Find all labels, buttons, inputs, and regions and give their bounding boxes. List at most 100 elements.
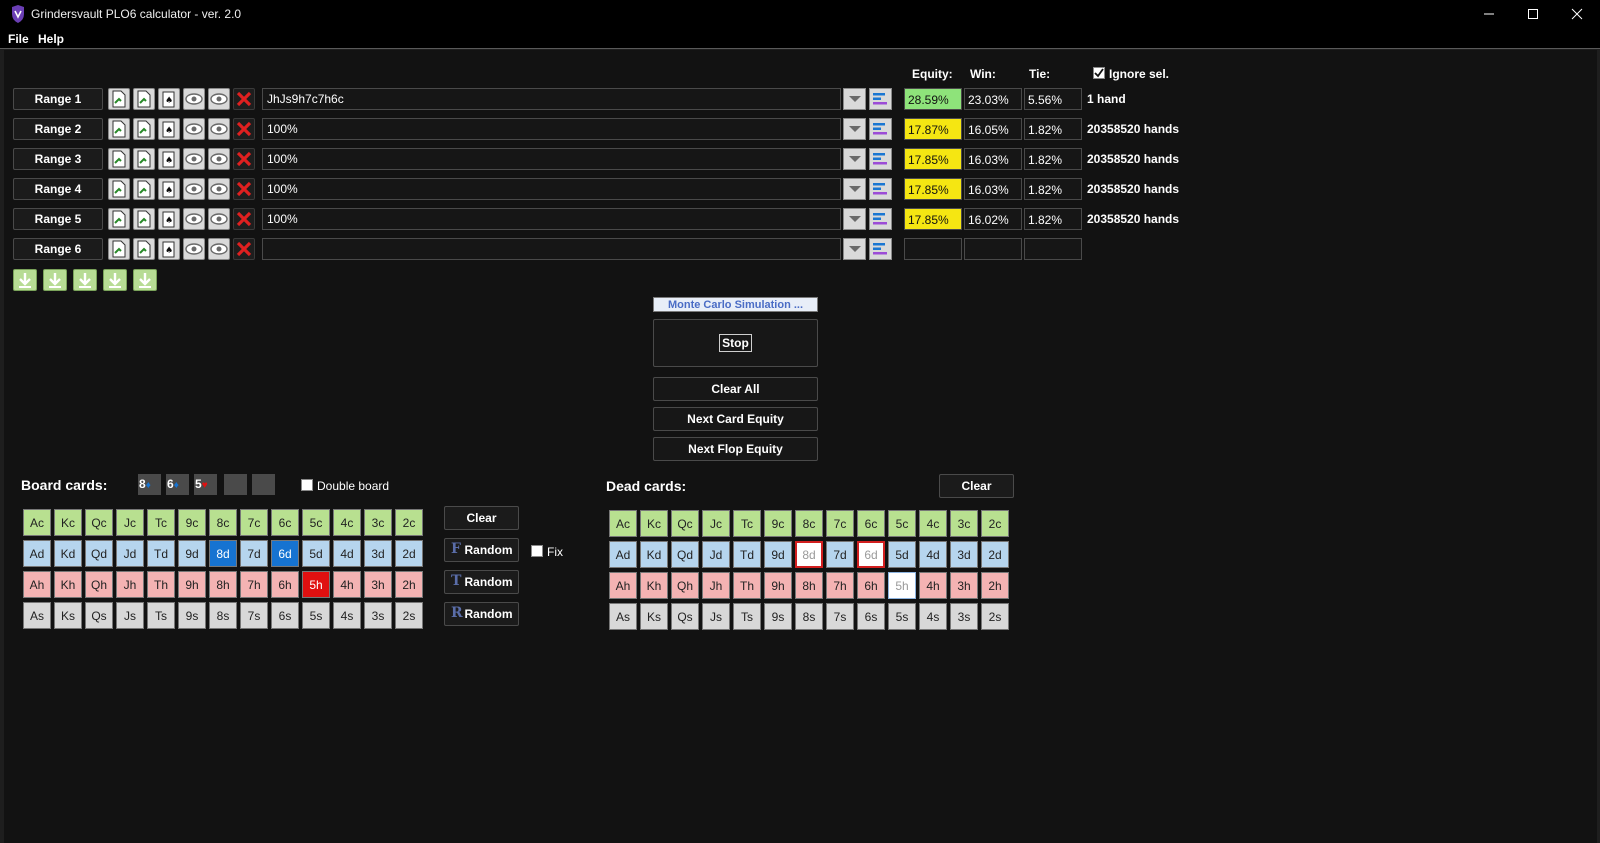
board-card-7s[interactable]: 7s <box>240 602 268 629</box>
dead-card-3s[interactable]: 3s <box>950 603 978 630</box>
view-range-icon[interactable] <box>183 148 205 170</box>
board-card-9d[interactable]: 9d <box>178 540 206 567</box>
dead-card-Ac[interactable]: Ac <box>609 510 637 537</box>
dead-card-2c[interactable]: 2c <box>981 510 1009 537</box>
dead-card-Ad[interactable]: Ad <box>609 541 637 568</box>
board-clear-button[interactable]: Clear <box>444 506 519 530</box>
board-card-9s[interactable]: 9s <box>178 602 206 629</box>
dead-card-5s[interactable]: 5s <box>888 603 916 630</box>
board-card-6h[interactable]: 6h <box>271 571 299 598</box>
delete-range-icon[interactable] <box>233 238 255 260</box>
view-range-icon[interactable] <box>183 88 205 110</box>
stop-button[interactable]: Stop <box>653 319 818 367</box>
next-card-equity-button[interactable]: Next Card Equity <box>653 407 818 431</box>
board-card-5c[interactable]: 5c <box>302 509 330 536</box>
dead-card-Js[interactable]: Js <box>702 603 730 630</box>
menu-help[interactable]: Help <box>38 32 65 46</box>
dead-card-3d[interactable]: 3d <box>950 541 978 568</box>
dead-card-Jc[interactable]: Jc <box>702 510 730 537</box>
double-board-checkbox[interactable] <box>301 479 313 491</box>
dead-card-6d[interactable]: 6d <box>857 541 885 568</box>
range-3-button[interactable]: Range 3 <box>13 148 103 170</box>
view-range-icon[interactable] <box>183 178 205 200</box>
close-window-button[interactable] <box>1555 0 1599 28</box>
dead-card-Ts[interactable]: Ts <box>733 603 761 630</box>
view-range-icon[interactable] <box>183 238 205 260</box>
delete-range-icon[interactable] <box>233 88 255 110</box>
view-board-icon[interactable] <box>208 208 230 230</box>
view-board-icon[interactable] <box>208 238 230 260</box>
dead-card-As[interactable]: As <box>609 603 637 630</box>
board-card-8d[interactable]: 8d <box>209 540 237 567</box>
dead-card-4h[interactable]: 4h <box>919 572 947 599</box>
board-card-Jc[interactable]: Jc <box>116 509 144 536</box>
dead-card-3h[interactable]: 3h <box>950 572 978 599</box>
range-6-button[interactable]: Range 6 <box>13 238 103 260</box>
random-turn-button[interactable]: T Random <box>444 570 519 594</box>
delete-range-icon[interactable] <box>233 208 255 230</box>
board-card-Kd[interactable]: Kd <box>54 540 82 567</box>
range-4-input[interactable]: 100% <box>262 178 841 200</box>
board-slot-empty[interactable] <box>252 474 275 495</box>
dead-card-Ah[interactable]: Ah <box>609 572 637 599</box>
save-range-icon[interactable] <box>133 178 155 200</box>
board-card-6c[interactable]: 6c <box>271 509 299 536</box>
range-stats-icon[interactable] <box>869 118 892 140</box>
view-board-icon[interactable] <box>208 148 230 170</box>
board-card-2[interactable]: 6♦ <box>166 474 189 495</box>
import-range-button[interactable] <box>133 269 157 291</box>
dead-card-8d[interactable]: 8d <box>795 541 823 568</box>
card-range-icon[interactable]: ♠ <box>158 178 180 200</box>
dead-card-8c[interactable]: 8c <box>795 510 823 537</box>
card-range-icon[interactable]: ♠ <box>158 208 180 230</box>
dead-card-2s[interactable]: 2s <box>981 603 1009 630</box>
board-card-6d[interactable]: 6d <box>271 540 299 567</box>
card-range-icon[interactable]: ♠ <box>158 88 180 110</box>
board-card-3s[interactable]: 3s <box>364 602 392 629</box>
dead-card-7s[interactable]: 7s <box>826 603 854 630</box>
dead-card-Ks[interactable]: Ks <box>640 603 668 630</box>
board-card-4c[interactable]: 4c <box>333 509 361 536</box>
import-range-button[interactable] <box>73 269 97 291</box>
board-card-8s[interactable]: 8s <box>209 602 237 629</box>
range-1-input[interactable]: JhJs9h7c7h6c <box>262 88 841 110</box>
menu-file[interactable]: File <box>8 32 29 46</box>
board-card-As[interactable]: As <box>23 602 51 629</box>
load-range-icon[interactable] <box>108 148 130 170</box>
board-card-Ts[interactable]: Ts <box>147 602 175 629</box>
board-card-3d[interactable]: 3d <box>364 540 392 567</box>
dead-card-4d[interactable]: 4d <box>919 541 947 568</box>
range-5-button[interactable]: Range 5 <box>13 208 103 230</box>
save-range-icon[interactable] <box>133 238 155 260</box>
board-card-5d[interactable]: 5d <box>302 540 330 567</box>
delete-range-icon[interactable] <box>233 148 255 170</box>
dead-card-Jh[interactable]: Jh <box>702 572 730 599</box>
dead-card-6c[interactable]: 6c <box>857 510 885 537</box>
board-card-Th[interactable]: Th <box>147 571 175 598</box>
board-card-3[interactable]: 5♥ <box>194 474 217 495</box>
board-card-4s[interactable]: 4s <box>333 602 361 629</box>
view-board-icon[interactable] <box>208 178 230 200</box>
board-card-3c[interactable]: 3c <box>364 509 392 536</box>
board-card-Ac[interactable]: Ac <box>23 509 51 536</box>
board-card-5h[interactable]: 5h <box>302 571 330 598</box>
dead-card-Kd[interactable]: Kd <box>640 541 668 568</box>
board-card-8c[interactable]: 8c <box>209 509 237 536</box>
board-card-7h[interactable]: 7h <box>240 571 268 598</box>
ignore-sel-checkbox[interactable] <box>1093 67 1105 79</box>
dead-card-9s[interactable]: 9s <box>764 603 792 630</box>
dead-card-8s[interactable]: 8s <box>795 603 823 630</box>
load-range-icon[interactable] <box>108 208 130 230</box>
save-range-icon[interactable] <box>133 148 155 170</box>
random-flop-button[interactable]: F Random <box>444 538 519 562</box>
card-range-icon[interactable]: ♠ <box>158 238 180 260</box>
board-card-Jd[interactable]: Jd <box>116 540 144 567</box>
load-range-icon[interactable] <box>108 88 130 110</box>
board-card-Ad[interactable]: Ad <box>23 540 51 567</box>
board-card-2h[interactable]: 2h <box>395 571 423 598</box>
dead-card-9d[interactable]: 9d <box>764 541 792 568</box>
save-range-icon[interactable] <box>133 88 155 110</box>
board-card-Qs[interactable]: Qs <box>85 602 113 629</box>
dead-clear-button[interactable]: Clear <box>939 474 1014 498</box>
board-card-Jh[interactable]: Jh <box>116 571 144 598</box>
